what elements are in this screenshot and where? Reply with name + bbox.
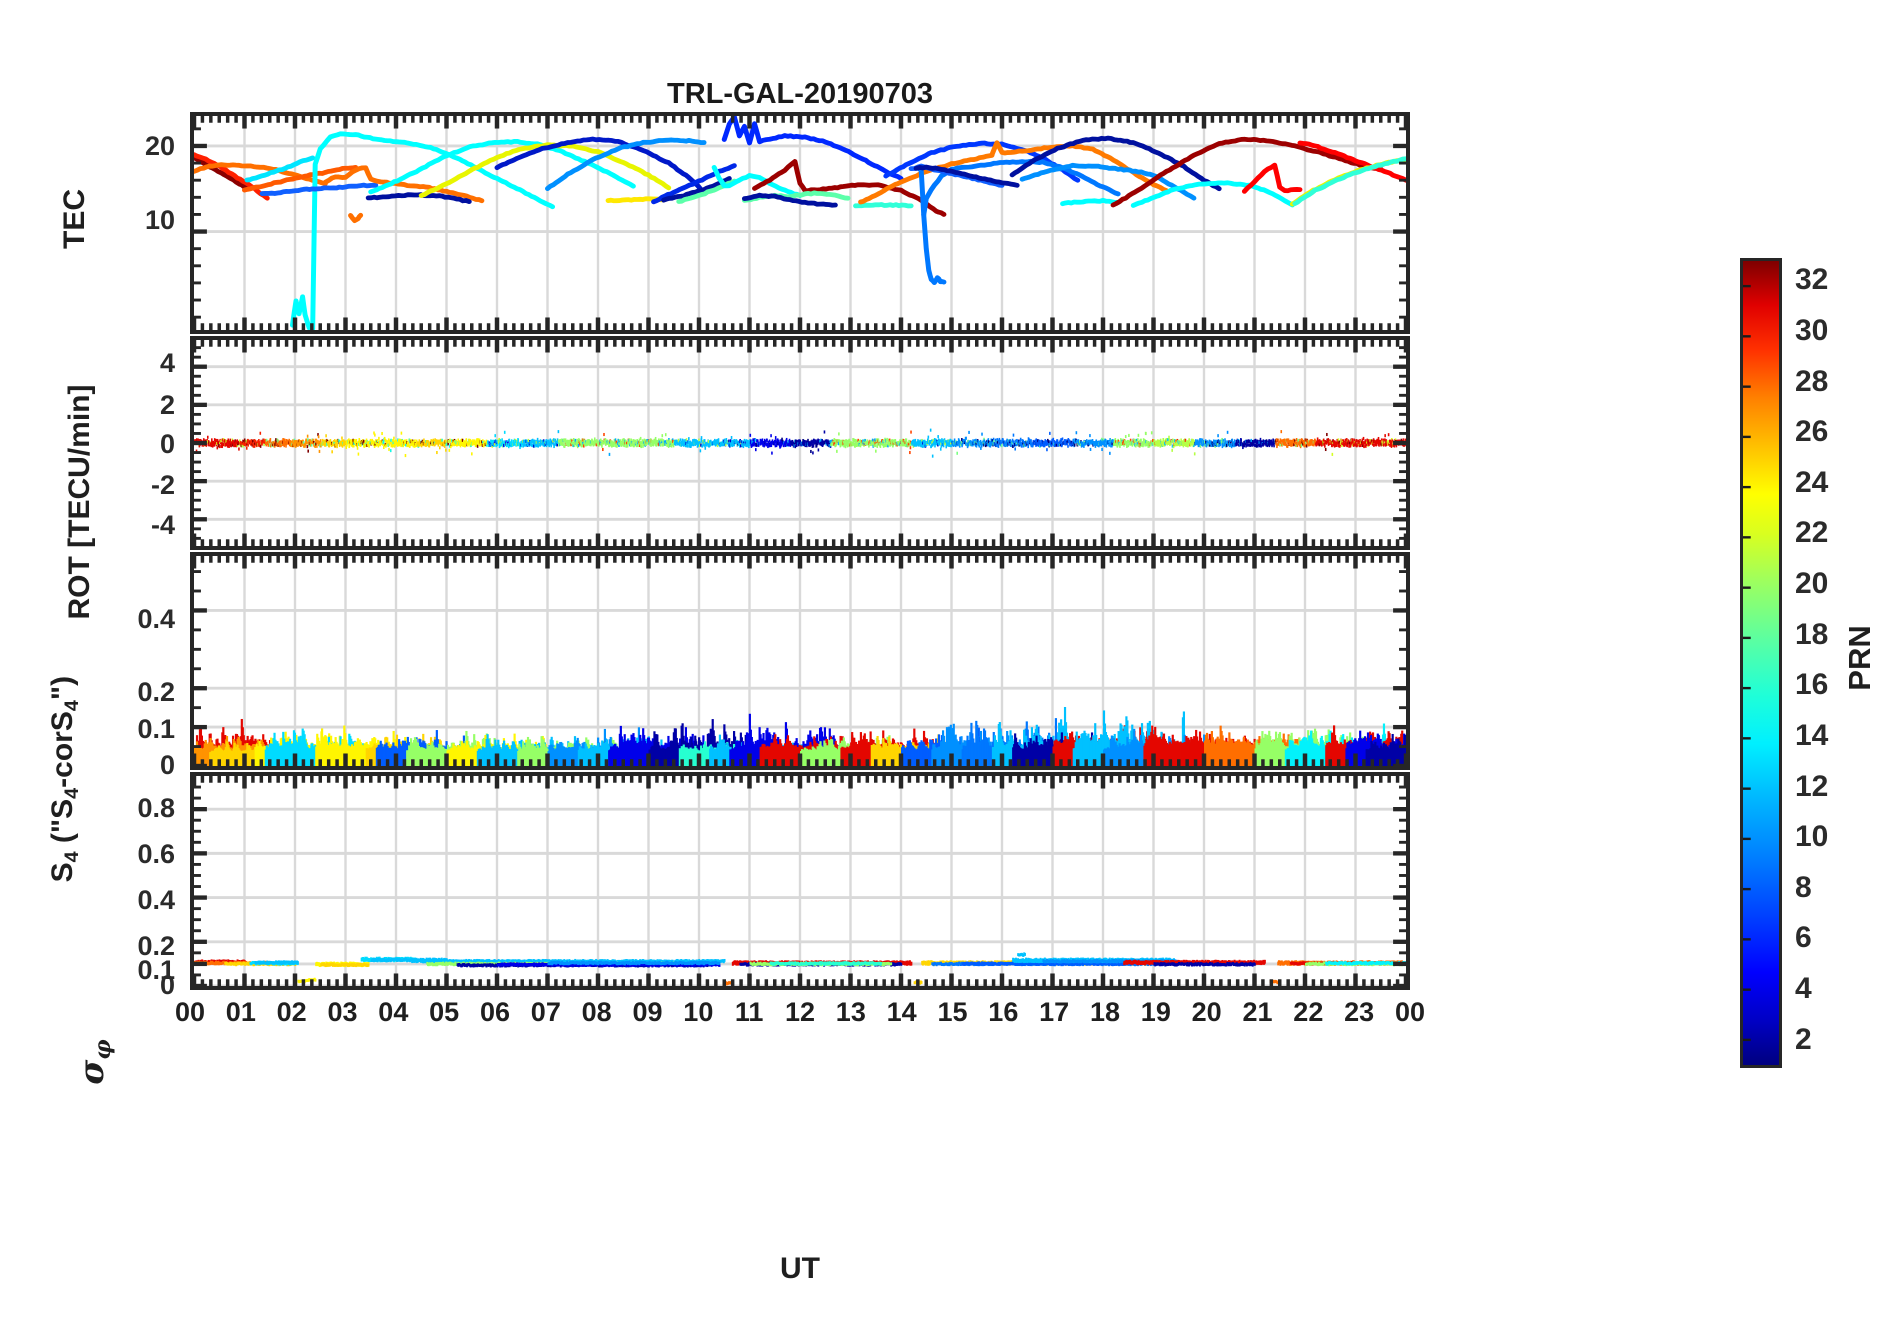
- ytick-sp-02: 0.2: [137, 931, 175, 961]
- xtick-12: 12: [784, 997, 816, 1027]
- colorbar-tick-4: 4: [1795, 972, 1812, 1006]
- axis-label-sigma-phi: σφ: [71, 1039, 117, 1085]
- xtick-1: 01: [225, 997, 256, 1027]
- ytick-rot-4: 4: [159, 348, 175, 378]
- colorbar-tick-20: 20: [1795, 567, 1829, 601]
- ytick-sp-01: 0.1: [137, 955, 175, 985]
- ytick-rot-0: 0: [159, 429, 175, 459]
- colorbar: [1740, 258, 1782, 1068]
- colorbar-tick-22: 22: [1795, 516, 1829, 550]
- ytick-s4-0: 0: [159, 750, 175, 780]
- figure-title: TRL-GAL-20190703: [667, 78, 933, 110]
- xtick-2: 02: [276, 997, 307, 1027]
- xtick-17: 17: [1039, 997, 1070, 1027]
- xtick-0: 00: [174, 997, 206, 1027]
- colorbar-tick-32: 32: [1795, 263, 1829, 297]
- colorbar-tick-16: 16: [1795, 668, 1829, 702]
- xtick-18: 18: [1089, 997, 1121, 1027]
- panel-s4-plot: [194, 556, 1406, 766]
- xtick-20: 20: [1191, 997, 1222, 1027]
- panel-tec-plot: [194, 116, 1406, 330]
- xtick-9: 09: [632, 997, 663, 1027]
- xtick-23: 23: [1344, 997, 1375, 1027]
- colorbar-tick-14: 14: [1795, 718, 1829, 752]
- ytick-sp-0: 0: [159, 970, 175, 1000]
- xtick-4: 04: [378, 997, 409, 1027]
- colorbar-tick-28: 28: [1795, 364, 1829, 398]
- panel-rot-plot: [194, 340, 1406, 546]
- ytick-sp-04: 0.4: [137, 885, 175, 915]
- colorbar-tick-12: 12: [1795, 769, 1829, 803]
- panel-tec: [190, 112, 1410, 334]
- xtick-8: 08: [581, 997, 612, 1027]
- colorbar-tick-10: 10: [1795, 820, 1829, 854]
- xtick-15: 15: [937, 997, 968, 1027]
- colorbar-axis-label: PRN: [1842, 625, 1877, 691]
- ytick-s4-04: 0.4: [137, 604, 175, 634]
- ytick-rot-m2: -2: [150, 470, 175, 500]
- panel-s4: [190, 552, 1410, 770]
- colorbar-gradient: [1743, 261, 1779, 1065]
- ytick-sp-08: 0.8: [137, 793, 175, 823]
- colorbar-tick-6: 6: [1795, 921, 1812, 955]
- xtick-7: 07: [530, 997, 561, 1027]
- xtick-3: 03: [327, 997, 358, 1027]
- colorbar-tick-8: 8: [1795, 870, 1812, 904]
- ytick-rot-m4: -4: [150, 510, 175, 540]
- xtick-11: 11: [734, 997, 764, 1027]
- panel-sigma-phi: [190, 772, 1410, 990]
- ytick-tec-20: 20: [144, 131, 175, 161]
- xtick-14: 14: [886, 997, 917, 1027]
- xtick-16: 16: [988, 997, 1019, 1027]
- xtick-10: 10: [683, 997, 714, 1027]
- colorbar-tick-24: 24: [1795, 465, 1829, 499]
- panel-sigma-phi-plot: [194, 776, 1406, 986]
- ytick-tec-10: 10: [144, 205, 175, 235]
- colorbar-tick-26: 26: [1795, 415, 1829, 449]
- xtick-13: 13: [835, 997, 866, 1027]
- xtick-22: 22: [1293, 997, 1324, 1027]
- colorbar-tick-18: 18: [1795, 617, 1829, 651]
- colorbar-tick-2: 2: [1795, 1022, 1812, 1056]
- xtick-19: 19: [1140, 997, 1171, 1027]
- xtick-5: 05: [429, 997, 460, 1027]
- xtick-6: 06: [479, 997, 511, 1027]
- xtick-24: 00: [1394, 997, 1426, 1027]
- ytick-s4-02: 0.2: [137, 677, 175, 707]
- panel-rot: [190, 336, 1410, 550]
- axis-label-ut: UT: [780, 1252, 820, 1285]
- xtick-21: 21: [1242, 997, 1273, 1027]
- ytick-sp-06: 0.6: [137, 839, 175, 869]
- ytick-rot-2: 2: [159, 390, 175, 420]
- ytick-s4-01: 0.1: [137, 714, 175, 744]
- colorbar-tick-30: 30: [1795, 313, 1829, 347]
